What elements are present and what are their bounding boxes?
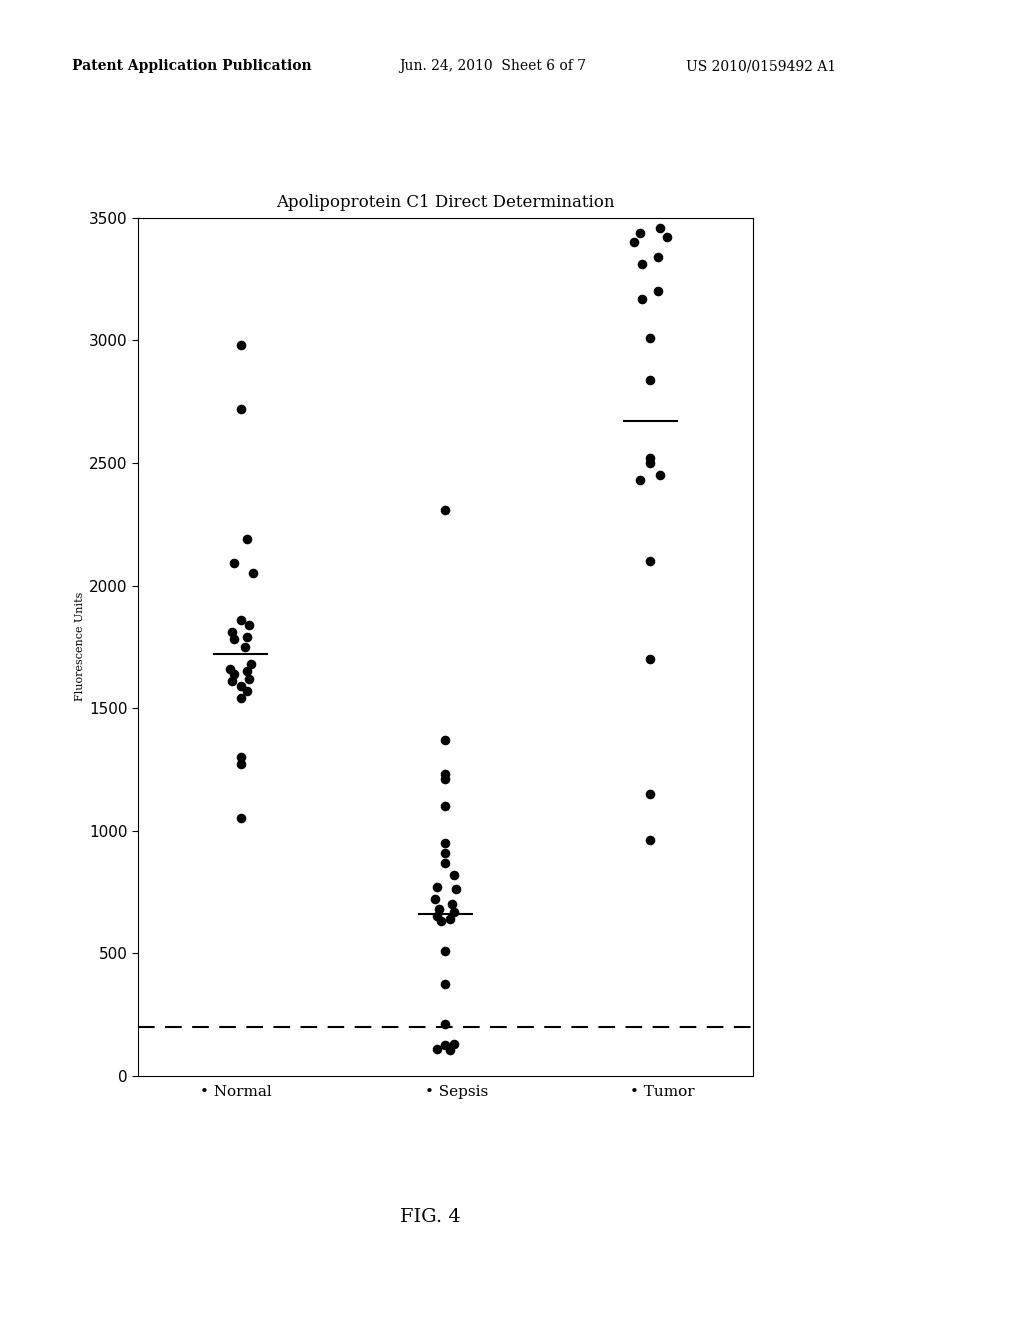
Point <box>634 253 650 275</box>
Point <box>433 911 450 932</box>
Point <box>652 465 669 486</box>
Point <box>634 288 650 309</box>
Point <box>232 335 249 356</box>
Point <box>632 470 648 491</box>
Point <box>232 747 249 768</box>
Point <box>224 622 241 643</box>
Point <box>239 661 255 682</box>
Point <box>658 227 675 248</box>
Point <box>652 216 669 238</box>
Point <box>232 688 249 709</box>
Point <box>429 1039 445 1060</box>
Point <box>237 636 253 657</box>
Text: US 2010/0159492 A1: US 2010/0159492 A1 <box>686 59 837 74</box>
Text: Jun. 24, 2010  Sheet 6 of 7: Jun. 24, 2010 Sheet 6 of 7 <box>399 59 587 74</box>
Point <box>427 888 443 909</box>
Point <box>642 327 658 348</box>
Point <box>650 281 667 302</box>
Point <box>241 668 257 689</box>
Text: • Sepsis: • Sepsis <box>425 1085 488 1100</box>
Point <box>437 851 454 873</box>
Point <box>445 1034 462 1055</box>
Point <box>642 453 658 474</box>
Point <box>445 902 462 923</box>
Point <box>437 730 454 751</box>
Point <box>232 676 249 697</box>
Point <box>224 671 241 692</box>
Point <box>632 222 648 243</box>
Point <box>437 940 454 961</box>
Point <box>232 754 249 775</box>
Point <box>226 628 243 649</box>
Point <box>226 553 243 574</box>
Title: Apolipoprotein C1 Direct Determination: Apolipoprotein C1 Direct Determination <box>276 194 614 211</box>
Point <box>445 865 462 886</box>
Point <box>437 768 454 789</box>
Point <box>222 659 239 680</box>
Point <box>239 528 255 549</box>
Point <box>239 627 255 648</box>
Point <box>437 833 454 854</box>
Point <box>431 899 447 920</box>
Text: • Normal: • Normal <box>200 1085 271 1100</box>
Point <box>429 876 445 898</box>
Point <box>437 1035 454 1056</box>
Point <box>441 1040 458 1061</box>
Point <box>429 906 445 927</box>
Point <box>441 908 458 929</box>
Point <box>239 680 255 701</box>
Point <box>642 783 658 804</box>
Point <box>642 830 658 851</box>
Point <box>642 648 658 669</box>
Text: Patent Application Publication: Patent Application Publication <box>72 59 311 74</box>
Point <box>437 796 454 817</box>
Point <box>437 973 454 994</box>
Point <box>437 842 454 863</box>
Point <box>232 399 249 420</box>
Point <box>437 1014 454 1035</box>
Point <box>642 447 658 469</box>
Point <box>226 663 243 684</box>
Point <box>232 610 249 631</box>
Point <box>437 499 454 520</box>
Text: FIG. 4: FIG. 4 <box>399 1208 461 1226</box>
Text: • Tumor: • Tumor <box>630 1085 694 1100</box>
Point <box>447 879 464 900</box>
Point <box>437 764 454 785</box>
Point <box>245 562 261 583</box>
Point <box>650 247 667 268</box>
Point <box>626 232 642 253</box>
Point <box>642 370 658 391</box>
Point <box>241 614 257 635</box>
Point <box>232 808 249 829</box>
Point <box>443 894 460 915</box>
Y-axis label: Fluorescence Units: Fluorescence Units <box>75 593 85 701</box>
Point <box>243 653 259 675</box>
Point <box>642 550 658 572</box>
